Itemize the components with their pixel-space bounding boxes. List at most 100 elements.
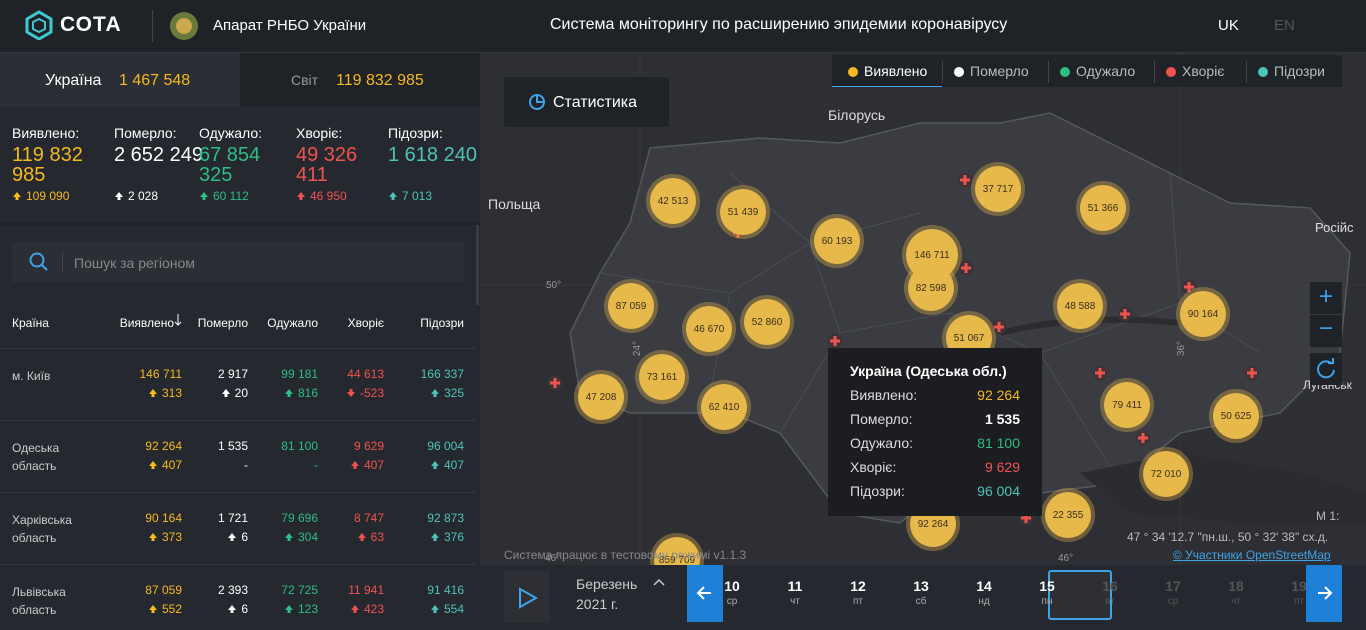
stat-delta: 60 112 [199, 189, 249, 203]
cell-delta: 407 [148, 458, 182, 472]
stats-button-label: Статистика [553, 94, 638, 111]
day-weekday[interactable]: пт [1294, 596, 1304, 607]
day-number[interactable]: 17 [1165, 578, 1181, 594]
tab[interactable] [0, 53, 240, 107]
cluster[interactable]: 72 010 [1139, 447, 1193, 501]
delta-text: 46 950 [310, 189, 347, 203]
play-button[interactable] [504, 571, 550, 623]
next-button[interactable] [1306, 565, 1342, 622]
stat-value: 119 832 985 [12, 144, 83, 186]
cell-value: 91 416 [427, 583, 464, 597]
stats-button[interactable] [504, 77, 669, 127]
th: Хворіє [347, 316, 384, 330]
delta-text: 304 [297, 530, 318, 544]
day-weekday[interactable]: нд [978, 596, 990, 607]
cluster[interactable]: 90 164 [1176, 287, 1230, 341]
lang[interactable]: EN [1274, 17, 1295, 34]
day-number[interactable]: 12 [850, 578, 866, 594]
cluster[interactable]: 42 513 [646, 174, 700, 228]
cell-delta: 20 [221, 386, 248, 400]
map-label: Польща [488, 196, 541, 212]
day-number[interactable]: 10 [724, 578, 740, 594]
reset[interactable] [1310, 353, 1342, 385]
day-weekday[interactable]: вт [1105, 596, 1115, 607]
cluster[interactable]: 47 208 [574, 370, 628, 424]
legend-item[interactable]: Померло [970, 63, 1029, 79]
cluster[interactable]: 37 717 [971, 162, 1025, 216]
header: СОТА Апарат РНБО України Система монітор… [0, 0, 1366, 53]
cell-value: 146 711 [139, 367, 183, 381]
year: 2021 г. [576, 596, 619, 612]
cluster[interactable]: 51 366 [1076, 181, 1130, 235]
cluster[interactable]: 79 411 [1100, 378, 1154, 432]
org: Апарат РНБО України [213, 17, 367, 34]
cluster[interactable]: 48 588 [1053, 279, 1107, 333]
legend-dot [848, 67, 858, 77]
coords: 47 ° 34 '12.7 "пн.ш., 50 ° 32' 38" сх.д. [1127, 530, 1329, 544]
cell-delta: 313 [148, 386, 182, 400]
day-number[interactable]: 14 [976, 578, 992, 594]
cell-value: 99 181 [281, 367, 318, 381]
hospital-marker [547, 375, 563, 396]
tooltip-value: 96 004 [977, 483, 1020, 499]
day-number[interactable]: 18 [1228, 578, 1244, 594]
cluster[interactable]: 82 598 [904, 261, 958, 315]
zoom-in[interactable]: + [1310, 282, 1342, 314]
tooltip-value: 92 264 [977, 387, 1020, 403]
day-weekday[interactable]: чт [790, 596, 800, 607]
legend-item[interactable]: Підозри [1274, 63, 1325, 79]
stat-delta: 46 950 [296, 189, 347, 203]
th: Виявлено [119, 316, 174, 330]
stat-label: Виявлено: [12, 125, 80, 141]
map-label: 36° [1176, 340, 1188, 357]
cell-value: 90 164 [145, 511, 182, 525]
cluster[interactable]: 46 670 [682, 302, 736, 356]
search-box[interactable] [12, 242, 464, 282]
prev-button[interactable] [687, 565, 723, 622]
cluster[interactable]: 51 439 [716, 185, 770, 239]
stat-value: 2 652 249 [114, 144, 203, 166]
day-weekday[interactable]: чт [1231, 596, 1241, 607]
cluster[interactable]: 73 161 [635, 350, 689, 404]
delta-text: 2 028 [128, 189, 159, 203]
stat-delta: 7 013 [388, 189, 432, 203]
th: Померло [197, 316, 248, 330]
cluster[interactable]: 52 860 [740, 295, 794, 349]
cluster[interactable]: 60 193 [810, 214, 864, 268]
legend-active [832, 86, 942, 87]
stat-label: Одужало: [199, 125, 263, 141]
attribution[interactable]: © Участники OpenStreetMap [1173, 548, 1331, 562]
legend-item[interactable]: Виявлено [864, 63, 928, 79]
zoom-out[interactable]: − [1310, 315, 1342, 347]
stat-value: 49 326 411 [296, 144, 358, 186]
delta-text: 407 [363, 458, 384, 472]
stat-label: Хворіє: [296, 125, 343, 141]
day-number[interactable]: 13 [913, 578, 929, 594]
day-weekday[interactable]: ср [726, 596, 738, 607]
cell-value: 81 100 [281, 439, 318, 453]
cluster[interactable]: 50 625 [1209, 389, 1263, 443]
day-weekday[interactable]: пт [853, 596, 863, 607]
cluster[interactable]: 62 410 [697, 380, 751, 434]
lang[interactable]: UK [1218, 17, 1239, 34]
day-weekday[interactable]: пн [1041, 596, 1053, 607]
cluster[interactable]: 859 709 [650, 533, 704, 565]
cell-value: 2 917 [217, 367, 248, 381]
day-number[interactable]: 16 [1102, 578, 1118, 594]
cell-delta: 552 [148, 602, 182, 616]
legend-item[interactable]: Хворіє [1182, 63, 1225, 79]
stats-icon [529, 94, 545, 110]
legend-item[interactable]: Одужало [1076, 63, 1136, 79]
search-icon [29, 252, 48, 271]
tooltip [828, 348, 1042, 516]
sort-icon [174, 313, 182, 330]
day-weekday[interactable]: ср [1167, 596, 1179, 607]
cluster[interactable]: 87 059 [604, 279, 658, 333]
day-number[interactable]: 15 [1039, 578, 1055, 594]
day-number[interactable]: 11 [787, 578, 803, 594]
cluster[interactable]: 22 355 [1041, 488, 1095, 542]
day-weekday[interactable]: сб [915, 596, 927, 607]
legend-sep [1246, 61, 1247, 83]
day-number[interactable]: 19 [1291, 578, 1307, 594]
tab[interactable] [240, 53, 480, 107]
